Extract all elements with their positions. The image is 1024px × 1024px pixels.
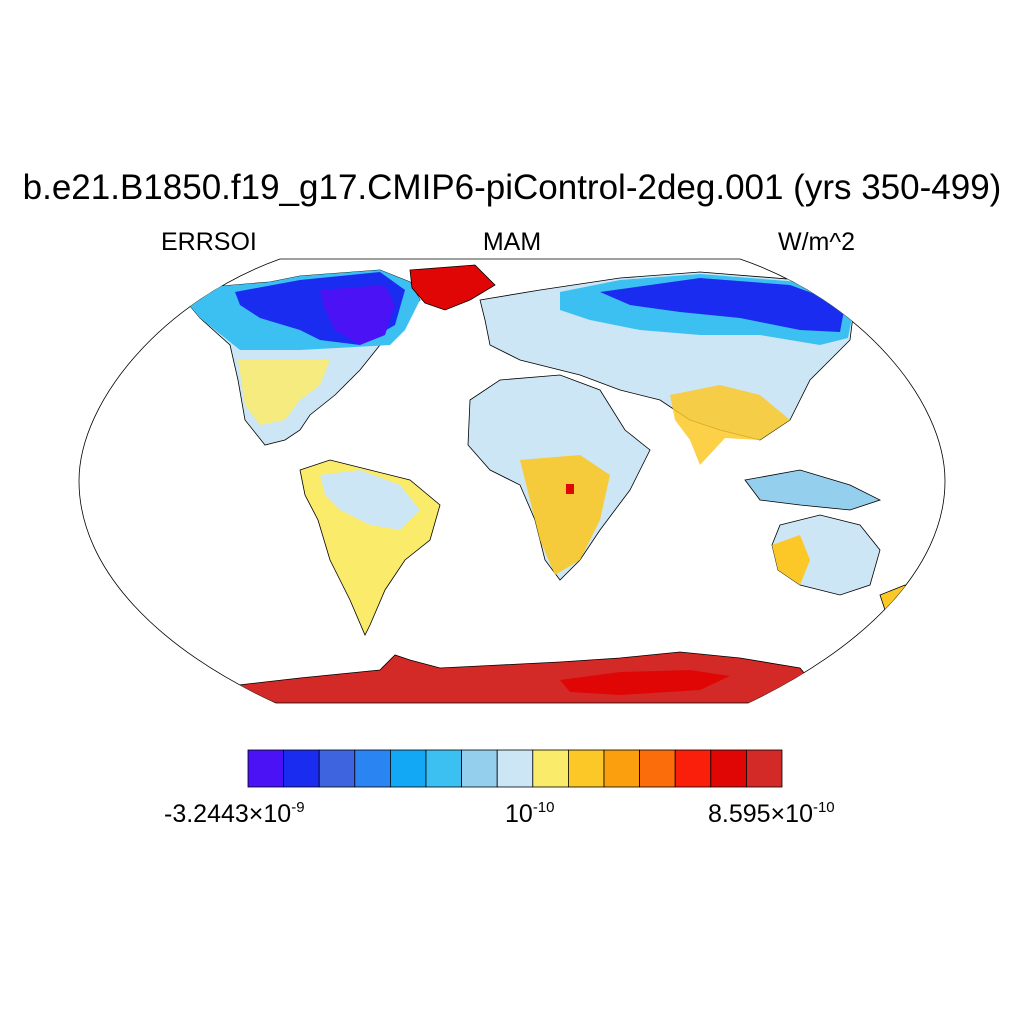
colorbar-swatch: [568, 749, 605, 788]
colorbar-swatch: [318, 749, 356, 788]
usa-region: [238, 360, 330, 425]
colorbar-swatch: [461, 749, 498, 788]
maritime-asia-region: [744, 469, 882, 511]
colorbar-swatch: [532, 749, 569, 788]
colorbar-max-label: 8.595×10-10: [708, 799, 835, 828]
colorbar-swatch: [354, 749, 391, 788]
variable-label: ERRSOI: [161, 228, 257, 256]
colorbar-swatch: [389, 749, 427, 788]
colorbar-swatch: [283, 749, 320, 788]
greenland-region: [409, 264, 496, 311]
south-asia-region: [670, 385, 790, 465]
colorbar-swatch: [247, 749, 284, 788]
units-label: W/m^2: [778, 228, 856, 256]
congo-hotspot: [566, 484, 574, 494]
east-siberia-region: [600, 278, 845, 332]
colorbar-swatch: [639, 749, 676, 788]
colorbar-swatch: [746, 749, 783, 788]
colorbar-swatch: [603, 749, 640, 788]
colorbar-swatch: [496, 749, 534, 788]
colorbar-swatch: [674, 749, 712, 788]
amazon-region: [320, 470, 420, 530]
colorbar-mid-label: 10-10: [505, 799, 555, 828]
central-africa-region: [520, 455, 610, 575]
colorbar-swatch: [710, 749, 747, 788]
colorbar-min-label: -3.2443×10-9: [164, 799, 305, 828]
colorbar: [247, 749, 783, 788]
colorbar-swatch: [425, 749, 462, 788]
australia-coast-region: [772, 535, 810, 585]
plot-title: b.e21.B1850.f19_g17.CMIP6-piControl-2deg…: [22, 168, 1002, 207]
hudson-region: [320, 285, 395, 345]
antarctica-east-region: [560, 670, 730, 695]
season-label: MAM: [482, 228, 542, 256]
